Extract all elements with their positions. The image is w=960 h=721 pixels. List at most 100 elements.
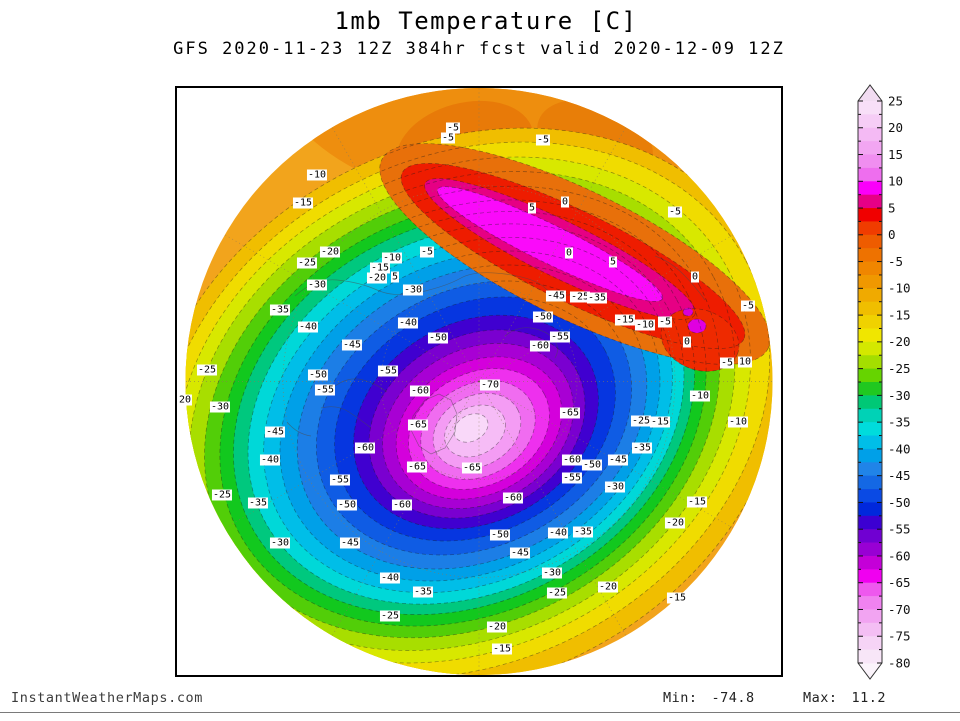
colorbar-band [858,141,882,155]
contour-label: -35 [412,586,434,598]
contour-line [334,296,616,542]
contour-line [682,307,694,317]
contour-label: -60 [391,499,413,511]
colorbar-band [858,234,882,249]
contour-line [382,343,574,509]
max-value: 11.2 [851,690,887,706]
colorbar-band [858,221,882,236]
colorbar-band [858,382,882,396]
colorbar-band [858,489,882,503]
colorbar-band [858,636,882,651]
colorbar-band [858,288,882,303]
contour-line [233,211,695,615]
colorbar-band [858,462,882,477]
colorbar-band [858,582,882,597]
contour-label: -65 [461,462,483,474]
contour-label: 5 [608,256,618,268]
colorbar-tick-label: 0 [888,227,896,242]
graticule-meridian [478,126,627,382]
colorbar-tick-label: -70 [888,602,911,617]
colorbar-band [858,435,882,450]
contour-label: -25 [211,489,233,501]
coastline [294,272,588,297]
contour-label: -50 [532,311,554,323]
max-value-readout: Max: 11.2 [803,690,886,706]
contour-label: -30 [604,481,626,493]
contour-line [296,264,648,570]
colorbar-tick-label: -45 [888,468,911,483]
contour-label: 10 [737,356,753,368]
contour-label: -35 [586,292,608,304]
colorbar-tick-label: -65 [888,575,911,590]
contour-label: -15 [666,592,688,604]
contour-label: -15 [369,262,391,274]
contour-label: -45 [545,290,567,302]
contour-label: -20 [366,272,388,284]
colorbar-band [858,502,882,517]
graticule-meridian [331,126,480,382]
contour-label: -50 [307,369,329,381]
colorbar-band [858,181,882,196]
contour-line [424,178,696,320]
contour-label: -40 [259,454,281,466]
colorbar-band [858,569,882,584]
colorbar-band [858,154,882,169]
contour-label: -50 [581,459,603,471]
contour-label: -45 [341,339,363,351]
graticule-meridian [478,234,734,382]
contour-label: -50 [489,529,511,541]
min-label: Min: [663,690,698,706]
colorbar-tick-label: -25 [888,361,911,376]
contour-label: -35 [572,526,594,538]
temperature-zone [688,319,706,333]
colorbar-tick-label: 5 [888,200,896,215]
contour-label: -55 [377,365,399,377]
colorbar-tick-label: -30 [888,388,911,403]
colorbar-arrow-bottom [858,663,882,679]
contour-line [660,308,740,372]
colorbar-band [858,649,882,664]
contour-label: -70 [479,379,501,391]
map-panel: -5 -5 -5 -10 -15 -20 -25 -30 -35 -40 -45 -5 -10 -15 -2… [175,86,783,677]
contour-labels-layer: -5 -5 -5 -10 -15 -20 -25 -30 -35 -40 -45 -5 -10 -15 -2… [175,86,783,677]
contour-label: -25 [569,291,591,303]
colorbar-band [858,422,882,436]
contour-label: -10 [306,169,328,181]
contour-line [379,143,771,365]
contour-label: -35 [247,497,269,509]
colorbar-tick-label: -15 [888,307,911,322]
colorbar-band [858,368,882,383]
contour-label: -40 [397,317,419,329]
contour-label: -5 [440,132,456,144]
colorbar-tick-label: -80 [888,655,911,670]
contour-label: -55 [329,474,351,486]
contour-label: -20 [486,621,508,633]
contour-label: -15 [491,643,513,655]
colorbar-band [858,274,882,289]
contour-label: -10 [381,252,403,264]
graticule-meridian [478,381,627,637]
colorbar-band [858,248,882,262]
contour-label: 0 [564,247,574,259]
contour-label: -65 [407,419,429,431]
contour-label: -55 [549,331,571,343]
contour-label: -5 [535,134,551,146]
colorbar-band [858,622,882,637]
contour-label: -20 [319,246,341,258]
colorbar-band [858,596,882,610]
contour-line [185,141,771,675]
contour-line [436,186,664,302]
contour-label: -55 [314,384,336,396]
colorbar: 25 20 15 10 5 0 -5 -10 -15 -20 -25 -30 -35 -40 -45 -50 -… [850,80,955,690]
temperature-zone [453,413,489,443]
coastline [286,378,388,437]
contour-label: -40 [379,572,401,584]
contour-label: -30 [306,279,328,291]
contour-label: -15 [614,314,636,326]
contour-label: -45 [509,547,531,559]
contour-label: 0 [682,336,692,348]
contour-label: -55 [561,472,583,484]
graticule-meridian [331,381,480,637]
colorbar-tick-label: 10 [888,174,903,189]
colorbar-band [858,515,882,530]
